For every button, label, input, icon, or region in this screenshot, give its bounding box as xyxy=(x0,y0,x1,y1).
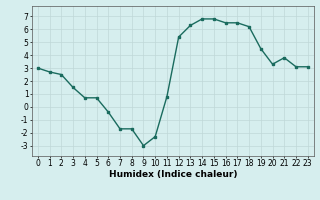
X-axis label: Humidex (Indice chaleur): Humidex (Indice chaleur) xyxy=(108,170,237,179)
